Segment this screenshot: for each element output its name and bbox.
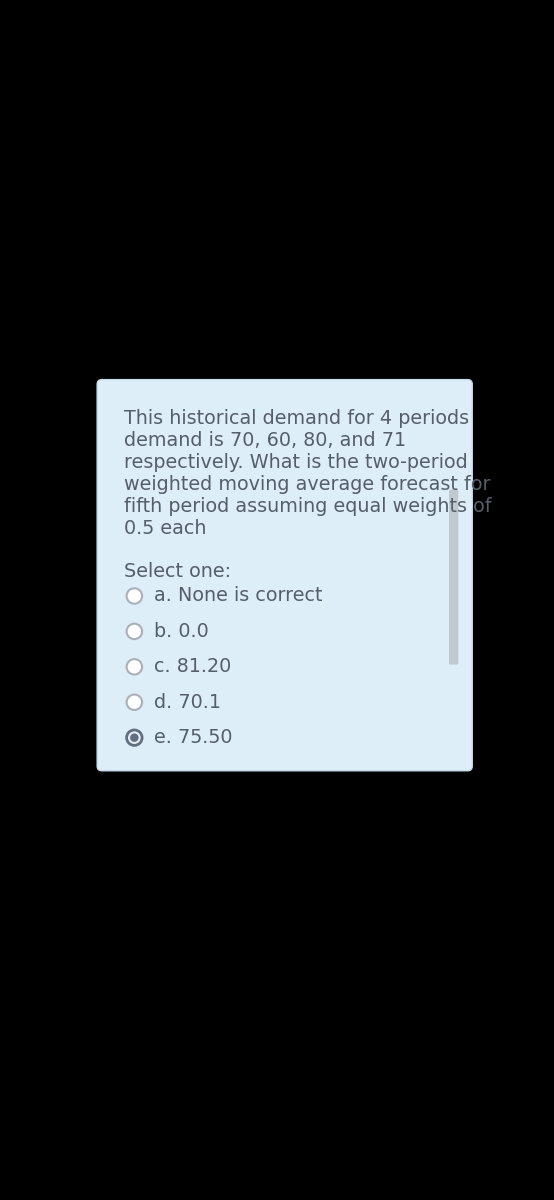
Circle shape xyxy=(127,695,142,710)
Text: This historical demand for 4 periods: This historical demand for 4 periods xyxy=(124,409,469,428)
Circle shape xyxy=(127,730,142,745)
Text: Select one:: Select one: xyxy=(124,562,230,581)
Circle shape xyxy=(130,733,138,742)
Circle shape xyxy=(127,659,142,674)
Text: respectively. What is the two-period: respectively. What is the two-period xyxy=(124,452,467,472)
Text: fifth period assuming equal weights of: fifth period assuming equal weights of xyxy=(124,497,491,516)
Text: d. 70.1: d. 70.1 xyxy=(155,692,222,712)
Text: 0.5 each: 0.5 each xyxy=(124,518,206,538)
Text: weighted moving average forecast for: weighted moving average forecast for xyxy=(124,475,490,493)
Circle shape xyxy=(127,624,142,640)
Text: b. 0.0: b. 0.0 xyxy=(155,622,209,641)
FancyBboxPatch shape xyxy=(449,490,458,665)
Text: a. None is correct: a. None is correct xyxy=(155,587,323,606)
Text: c. 81.20: c. 81.20 xyxy=(155,658,232,677)
FancyBboxPatch shape xyxy=(97,379,472,770)
Text: e. 75.50: e. 75.50 xyxy=(155,728,233,748)
Text: demand is 70, 60, 80, and 71: demand is 70, 60, 80, and 71 xyxy=(124,431,406,450)
Circle shape xyxy=(127,588,142,604)
